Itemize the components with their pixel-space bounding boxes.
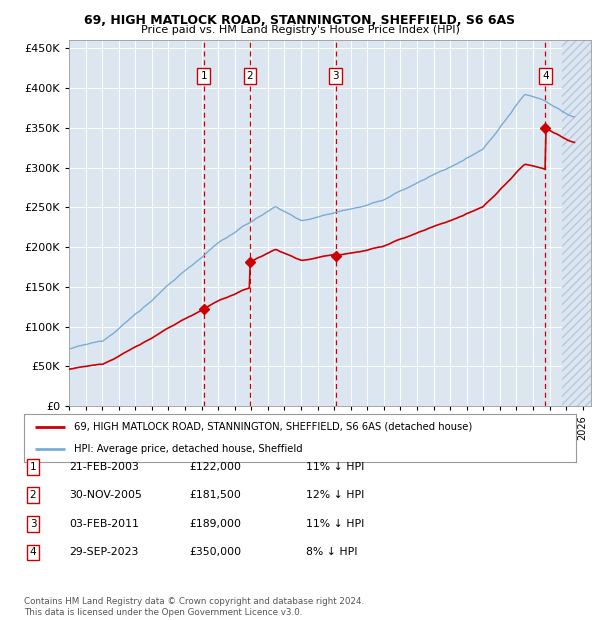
- Text: £189,000: £189,000: [189, 519, 241, 529]
- Bar: [562, 40, 591, 406]
- Text: 8% ↓ HPI: 8% ↓ HPI: [306, 547, 358, 557]
- Text: 69, HIGH MATLOCK ROAD, STANNINGTON, SHEFFIELD, S6 6AS (detached house): 69, HIGH MATLOCK ROAD, STANNINGTON, SHEF…: [74, 422, 472, 432]
- Text: 1: 1: [29, 462, 37, 472]
- Text: 4: 4: [29, 547, 37, 557]
- Text: This data is licensed under the Open Government Licence v3.0.: This data is licensed under the Open Gov…: [24, 608, 302, 617]
- Text: 4: 4: [542, 71, 549, 81]
- Text: £181,500: £181,500: [189, 490, 241, 500]
- Text: 21-FEB-2003: 21-FEB-2003: [69, 462, 139, 472]
- Text: £122,000: £122,000: [189, 462, 241, 472]
- Text: £350,000: £350,000: [189, 547, 241, 557]
- Text: 69, HIGH MATLOCK ROAD, STANNINGTON, SHEFFIELD, S6 6AS: 69, HIGH MATLOCK ROAD, STANNINGTON, SHEF…: [85, 14, 515, 27]
- Text: HPI: Average price, detached house, Sheffield: HPI: Average price, detached house, Shef…: [74, 444, 302, 454]
- Text: Contains HM Land Registry data © Crown copyright and database right 2024.: Contains HM Land Registry data © Crown c…: [24, 597, 364, 606]
- Text: 11% ↓ HPI: 11% ↓ HPI: [306, 519, 364, 529]
- Text: 29-SEP-2023: 29-SEP-2023: [69, 547, 139, 557]
- Text: 2: 2: [247, 71, 253, 81]
- Text: 2: 2: [29, 490, 37, 500]
- Text: 11% ↓ HPI: 11% ↓ HPI: [306, 462, 364, 472]
- Text: 3: 3: [332, 71, 339, 81]
- Text: 30-NOV-2005: 30-NOV-2005: [69, 490, 142, 500]
- Text: Price paid vs. HM Land Registry's House Price Index (HPI): Price paid vs. HM Land Registry's House …: [140, 25, 460, 35]
- Text: 03-FEB-2011: 03-FEB-2011: [69, 519, 139, 529]
- Text: 3: 3: [29, 519, 37, 529]
- Bar: [562, 40, 591, 406]
- Text: 12% ↓ HPI: 12% ↓ HPI: [306, 490, 364, 500]
- Text: 1: 1: [200, 71, 207, 81]
